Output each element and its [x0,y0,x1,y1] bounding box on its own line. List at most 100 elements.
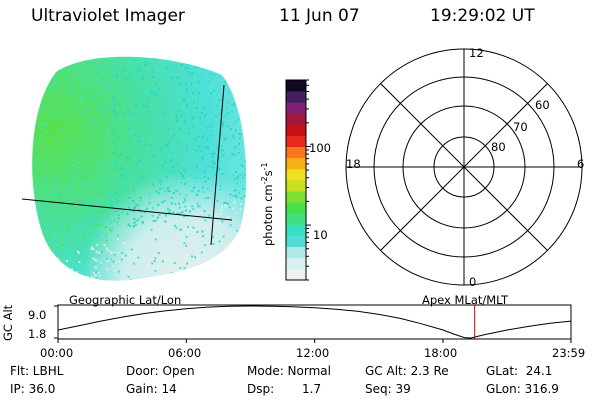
earth-pixel [221,144,223,147]
earth-pixel [186,171,189,174]
earth-pixel [77,174,80,176]
earth-pixel [239,133,242,136]
earth-pixel [151,207,154,210]
earth-pixel [68,89,71,91]
earth-pixel [157,137,160,140]
earth-pixel [182,175,185,178]
earth-pixel [126,170,129,173]
earth-pixel [184,205,187,208]
earth-pixel [137,208,140,211]
earth-pixel [128,119,131,122]
earth-pixel [229,237,232,240]
earth-pixel [206,127,208,130]
earth-pixel [183,115,186,118]
earth-pixel [120,258,123,261]
earth-pixel [187,225,190,228]
earth-pixel [192,249,195,252]
earth-pixel [183,264,185,267]
earth-pixel [41,191,43,194]
earth-pixel [195,193,198,196]
earth-pixel [74,150,76,153]
earth-pixel [204,120,207,123]
earth-pixel [151,76,154,78]
colorbar-band [286,135,306,148]
earth-pixel [171,105,174,108]
earth-pixel [227,101,230,104]
earth-pixel [112,111,115,113]
earth-pixel [239,225,241,228]
earth-pixel [244,187,247,190]
earth-pixel [85,221,88,224]
earth-pixel [139,199,142,202]
earth-pixel [194,259,197,262]
earth-pixel [158,214,161,217]
earth-pixel [98,98,100,101]
earth-pixel [32,162,35,165]
earth-pixel [101,81,104,84]
earth-pixel [221,205,224,208]
earth-pixel [66,260,69,262]
earth-pixel [224,80,227,83]
earth-pixel [235,195,238,198]
earth-pixel [121,211,124,214]
earth-pixel [66,163,69,166]
earth-pixel [131,180,134,183]
earth-pixel [218,240,221,243]
altitude-series-line [57,305,572,339]
glat-readout: GLat: 24.1 [486,364,553,378]
earth-pixel [53,213,56,216]
earth-pixel [179,267,182,270]
earth-pixel [134,137,137,140]
earth-pixel [83,148,86,150]
earth-pixel [135,163,138,166]
earth-pixel [131,199,134,202]
earth-pixel [218,168,221,171]
earth-pixel [137,204,140,207]
earth-pixel [238,191,241,194]
earth-pixel [201,124,204,127]
earth-pixel [211,121,214,124]
earth-pixel [173,261,176,264]
earth-pixel [74,80,77,83]
earth-pixel [142,260,145,262]
earth-pixel [90,120,93,123]
earth-pixel [126,174,129,177]
earth-pixel [180,228,183,231]
earth-pixel [97,230,100,233]
earth-pixel [164,214,167,217]
earth-pixel [144,211,147,214]
earth-pixel [83,110,86,113]
earth-pixel [92,247,95,250]
earth-pixel [175,178,178,181]
earth-pixel [85,254,88,257]
earth-pixel [106,145,109,148]
earth-pixel [167,211,170,214]
earth-pixel [42,123,45,126]
earth-pixel [68,123,71,126]
earth-pixel [103,59,106,62]
earth-pixel [212,167,215,170]
earth-pixel [106,130,109,132]
earth-pixel [169,145,172,148]
earth-pixel [169,153,172,156]
earth-pixel [110,230,113,233]
earth-pixel [82,91,85,94]
filter-readout: Flt: LBHL [10,364,64,378]
earth-pixel [89,122,92,125]
earth-pixel [239,137,241,140]
earth-pixel [103,121,106,124]
earth-pixel [192,125,195,128]
earth-pixel [65,118,68,121]
earth-pixel [135,204,138,207]
earth-pixel [204,96,207,99]
earth-pixel [213,89,216,92]
earth-pixel [67,131,70,134]
earth-pixel [193,177,196,180]
earth-pixel [114,251,117,254]
earth-pixel [161,119,164,122]
earth-pixel [66,174,69,177]
earth-pixel [187,126,190,129]
earth-pixel [51,185,54,188]
earth-pixel [173,134,175,137]
colorbar-band [286,91,306,103]
